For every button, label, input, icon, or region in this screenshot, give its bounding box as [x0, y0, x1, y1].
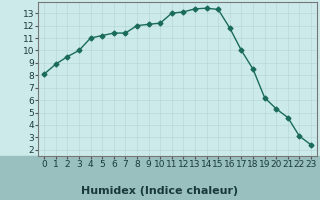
Text: Humidex (Indice chaleur): Humidex (Indice chaleur): [81, 186, 239, 196]
